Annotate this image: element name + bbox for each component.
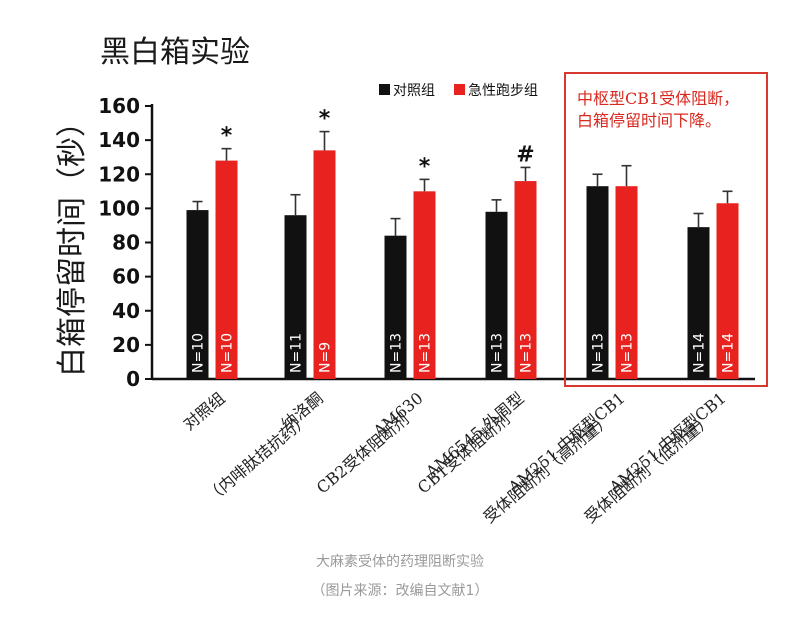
legend-swatch-control <box>379 84 390 95</box>
sample-size-label: N=13 <box>591 333 607 373</box>
legend-swatch-running <box>454 84 465 95</box>
bar-running <box>615 186 638 379</box>
sample-size-label: N=13 <box>490 333 506 373</box>
bar-running <box>215 160 238 379</box>
bar-control <box>186 210 209 379</box>
bar-control <box>485 211 508 379</box>
y-tick-label: 60 <box>112 265 140 289</box>
y-tick-label: 40 <box>112 299 140 323</box>
y-tick-label: 100 <box>98 196 140 220</box>
y-tick-label: 20 <box>112 333 140 357</box>
highlight-box <box>564 72 768 387</box>
annotation-text: 中枢型CB1受体阻断， <box>577 89 739 108</box>
bar-control <box>284 215 307 379</box>
sample-size-label: N=13 <box>620 333 636 373</box>
annotation-text: 白箱停留时间下降。 <box>577 111 721 130</box>
y-axis-label: 白箱停留时间（秒） <box>55 107 90 377</box>
sample-size-label: N=9 <box>318 342 334 373</box>
bar-control <box>384 235 407 379</box>
legend-label-control: 对照组 <box>393 83 435 99</box>
significance-marker: * <box>319 107 331 132</box>
figure-source: （图片来源：改编自文献1） <box>311 583 489 599</box>
sample-size-label: N=10 <box>220 333 236 373</box>
significance-marker: # <box>516 142 534 167</box>
bar-running <box>413 191 436 379</box>
sample-size-label: N=13 <box>389 333 405 373</box>
y-tick-label: 160 <box>98 94 140 118</box>
chart-title: 黑白箱实验 <box>100 35 250 70</box>
sample-size-label: N=11 <box>289 333 305 373</box>
bar-running <box>313 150 336 379</box>
sample-size-label: N=14 <box>692 333 708 373</box>
x-tick-label: CB1受体阻断剂 <box>414 410 514 498</box>
x-tick-label: 对照组 <box>180 389 229 434</box>
x-tick-label: （内啡肽拮抗药） <box>202 410 312 507</box>
y-tick-label: 140 <box>98 128 140 152</box>
x-tick-label: CB2受体阻断剂 <box>313 410 413 498</box>
significance-marker: * <box>419 154 431 179</box>
figure-caption: 大麻素受体的药理阻断实验 <box>316 554 484 570</box>
sample-size-label: N=10 <box>191 333 207 373</box>
bar-control <box>586 186 609 379</box>
y-tick-label: 120 <box>98 162 140 186</box>
chart-area: 黑白箱实验白箱停留时间（秒） 0 20 40 60 80 100 120 140 160 N=10 N… <box>55 35 768 527</box>
significance-marker: * <box>221 124 233 149</box>
sample-size-label: N=13 <box>418 333 434 373</box>
bar-running <box>716 203 739 379</box>
bar-control <box>687 227 710 379</box>
bar-running <box>514 181 537 379</box>
y-tick-label: 0 <box>126 367 140 391</box>
y-tick-label: 80 <box>112 231 140 255</box>
sample-size-label: N=14 <box>721 333 737 373</box>
sample-size-label: N=13 <box>519 333 535 373</box>
legend-label-running: 急性跑步组 <box>468 83 538 99</box>
